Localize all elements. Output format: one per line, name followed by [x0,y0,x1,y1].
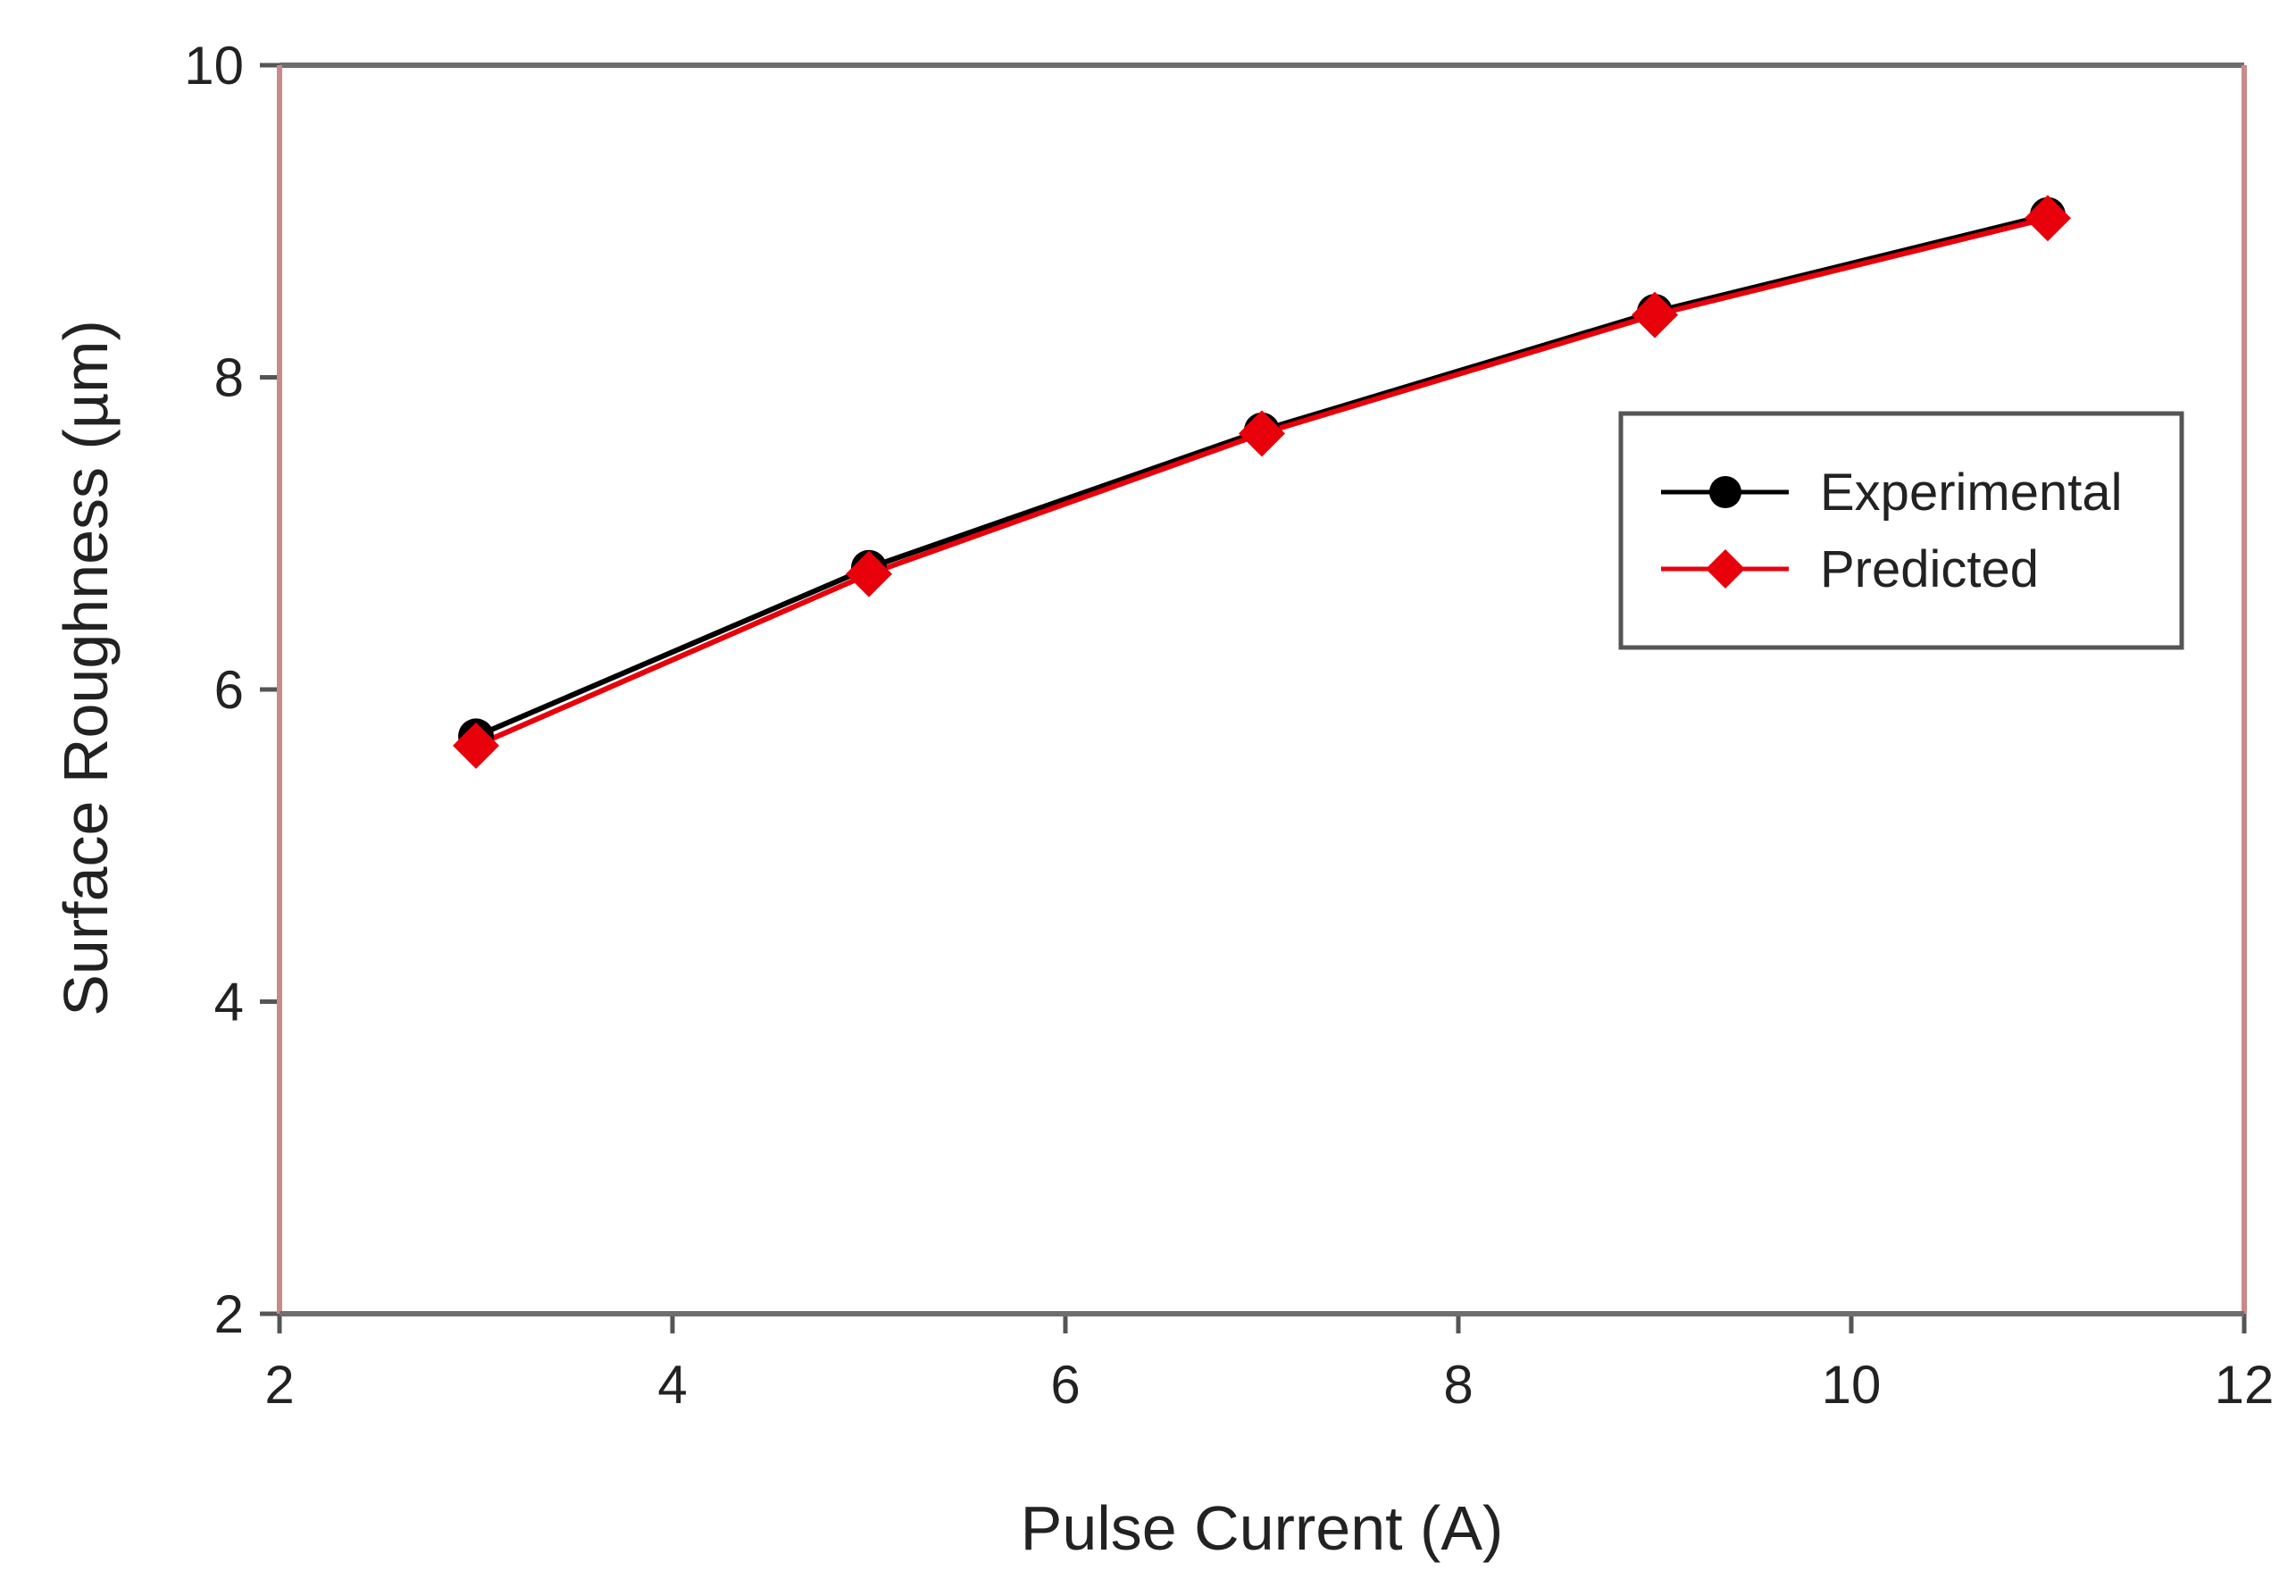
y-tick-label: 6 [214,660,244,720]
legend-marker-predicted [1706,549,1745,589]
y-tick-label: 2 [214,1284,244,1344]
data-point-predicted [453,722,499,769]
legend-label-predicted: Predicted [1820,540,2039,598]
x-tick-label: 4 [657,1355,687,1415]
y-tick-label: 4 [214,973,244,1032]
x-tick-label: 8 [1443,1355,1473,1415]
y-tick-label: 10 [184,36,244,96]
x-axis-title: Pulse Current (A) [1021,1493,1504,1563]
y-tick-label: 8 [214,348,244,408]
x-tick-label: 2 [264,1355,294,1415]
x-tick-label: 10 [1822,1355,1882,1415]
legend-label-experimental: Experimental [1820,464,2122,522]
y-axis-title: Surface Roughness (µm) [51,320,121,1016]
axes-frame [277,63,2247,1316]
legend: Experimental Predicted [1618,411,2184,650]
data-point-predicted [2025,195,2071,242]
plot-area [280,65,2244,1314]
x-tick-label: 6 [1050,1355,1080,1415]
x-tick-label: 12 [2215,1355,2275,1415]
series-group [453,195,2071,769]
data-point-predicted [846,550,892,597]
legend-box [1618,411,2184,650]
data-point-predicted [1632,291,1678,338]
legend-marker-experimental [1709,476,1741,508]
ticks: 2 4 6 8 10 12 2 4 6 8 10 [184,36,2274,1415]
data-point-predicted [1239,410,1285,457]
